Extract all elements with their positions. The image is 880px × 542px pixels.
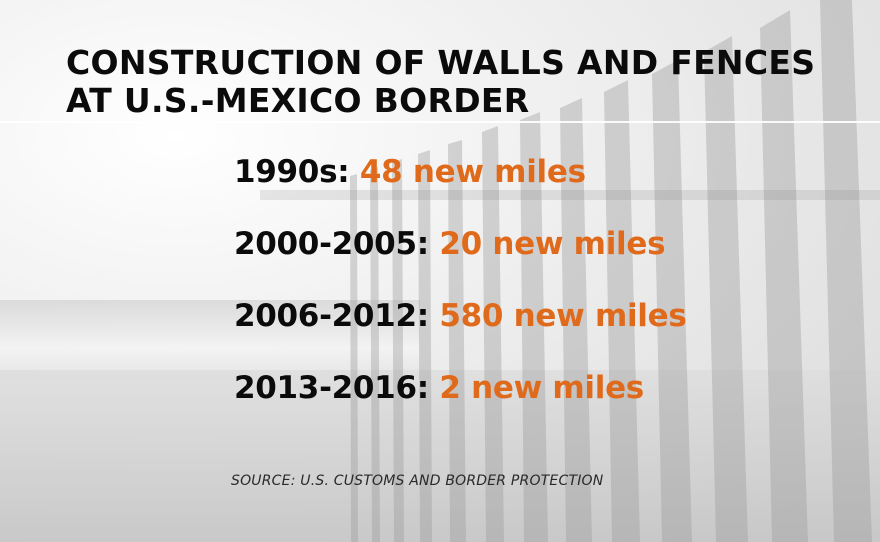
stat-row-2000-2005: 2000-2005: 20 new miles — [234, 222, 687, 294]
title-line-1: CONSTRUCTION OF WALLS AND FENCES — [66, 43, 816, 82]
background-sea — [0, 300, 420, 380]
stat-period: 2000-2005: — [234, 226, 429, 262]
stat-period: 2013-2016: — [234, 370, 429, 406]
stat-period: 1990s: — [234, 154, 350, 190]
source-citation: SOURCE: U.S. CUSTOMS AND BORDER PROTECTI… — [231, 473, 604, 489]
stat-value: 580 new miles — [439, 298, 687, 334]
stat-row-2013-2016: 2013-2016: 2 new miles — [234, 366, 687, 438]
stat-value: 2 new miles — [439, 370, 644, 406]
background-sand — [0, 370, 880, 542]
page-title: CONSTRUCTION OF WALLS AND FENCES AT U.S.… — [66, 44, 815, 120]
stat-value: 48 new miles — [359, 154, 586, 190]
title-divider — [0, 121, 880, 123]
stats-list: 1990s: 48 new miles 2000-2005: 20 new mi… — [234, 150, 687, 438]
title-line-2: AT U.S.-MEXICO BORDER — [66, 81, 530, 120]
stat-row-2006-2012: 2006-2012: 580 new miles — [234, 294, 687, 366]
stat-row-1990s: 1990s: 48 new miles — [234, 150, 687, 222]
stat-value: 20 new miles — [439, 226, 666, 262]
stat-period: 2006-2012: — [234, 298, 429, 334]
